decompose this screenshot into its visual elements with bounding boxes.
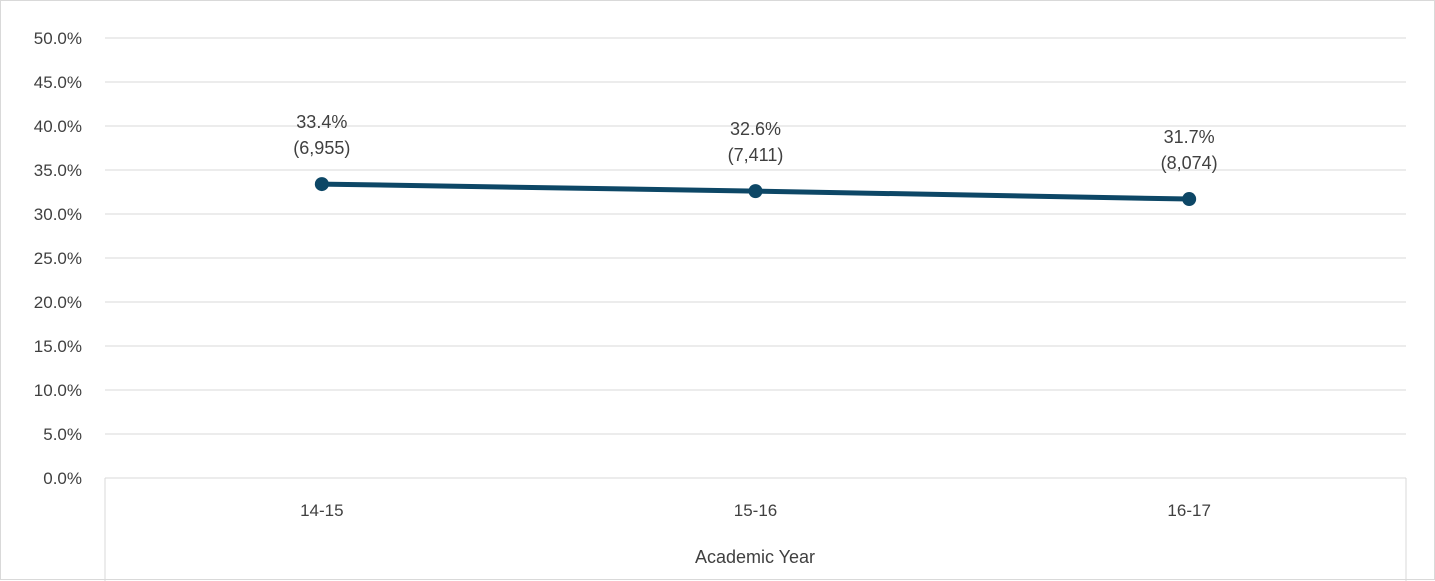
y-tick-label: 45.0% (34, 73, 82, 92)
x-axis-tick-labels: 14-15 15-16 16-17 (300, 501, 1211, 520)
y-tick-label: 35.0% (34, 161, 82, 180)
y-tick-label: 20.0% (34, 293, 82, 312)
y-tick-label: 30.0% (34, 205, 82, 224)
x-axis-title: Academic Year (695, 547, 815, 567)
data-label-percent: 33.4% (296, 112, 347, 132)
data-points (314, 177, 1197, 207)
data-label-count: (8,074) (1161, 153, 1218, 173)
x-tick-label: 16-17 (1167, 501, 1210, 520)
data-label-percent: 31.7% (1164, 127, 1215, 147)
data-labels: 33.4% (6,955) 32.6% (7,411) 31.7% (8,074) (293, 112, 1217, 173)
y-tick-label: 50.0% (34, 29, 82, 48)
x-tick-label: 15-16 (734, 501, 777, 520)
data-label-count: (6,955) (293, 138, 350, 158)
x-tick-label: 14-15 (300, 501, 343, 520)
y-tick-label: 25.0% (34, 249, 82, 268)
y-axis-tick-labels: 0.0% 5.0% 10.0% 15.0% 20.0% 25.0% 30.0% 35.0% 40… (34, 29, 82, 488)
axes (104, 477, 1407, 581)
gridlines (105, 37, 1406, 435)
y-tick-label: 40.0% (34, 117, 82, 136)
data-point (1182, 192, 1197, 207)
data-label-count: (7,411) (728, 145, 784, 165)
y-tick-label: 5.0% (43, 425, 82, 444)
y-tick-label: 10.0% (34, 381, 82, 400)
data-point (748, 184, 763, 199)
y-tick-label: 0.0% (43, 469, 82, 488)
data-point (314, 177, 329, 192)
y-tick-label: 15.0% (34, 337, 82, 356)
data-label-percent: 32.6% (730, 119, 781, 139)
